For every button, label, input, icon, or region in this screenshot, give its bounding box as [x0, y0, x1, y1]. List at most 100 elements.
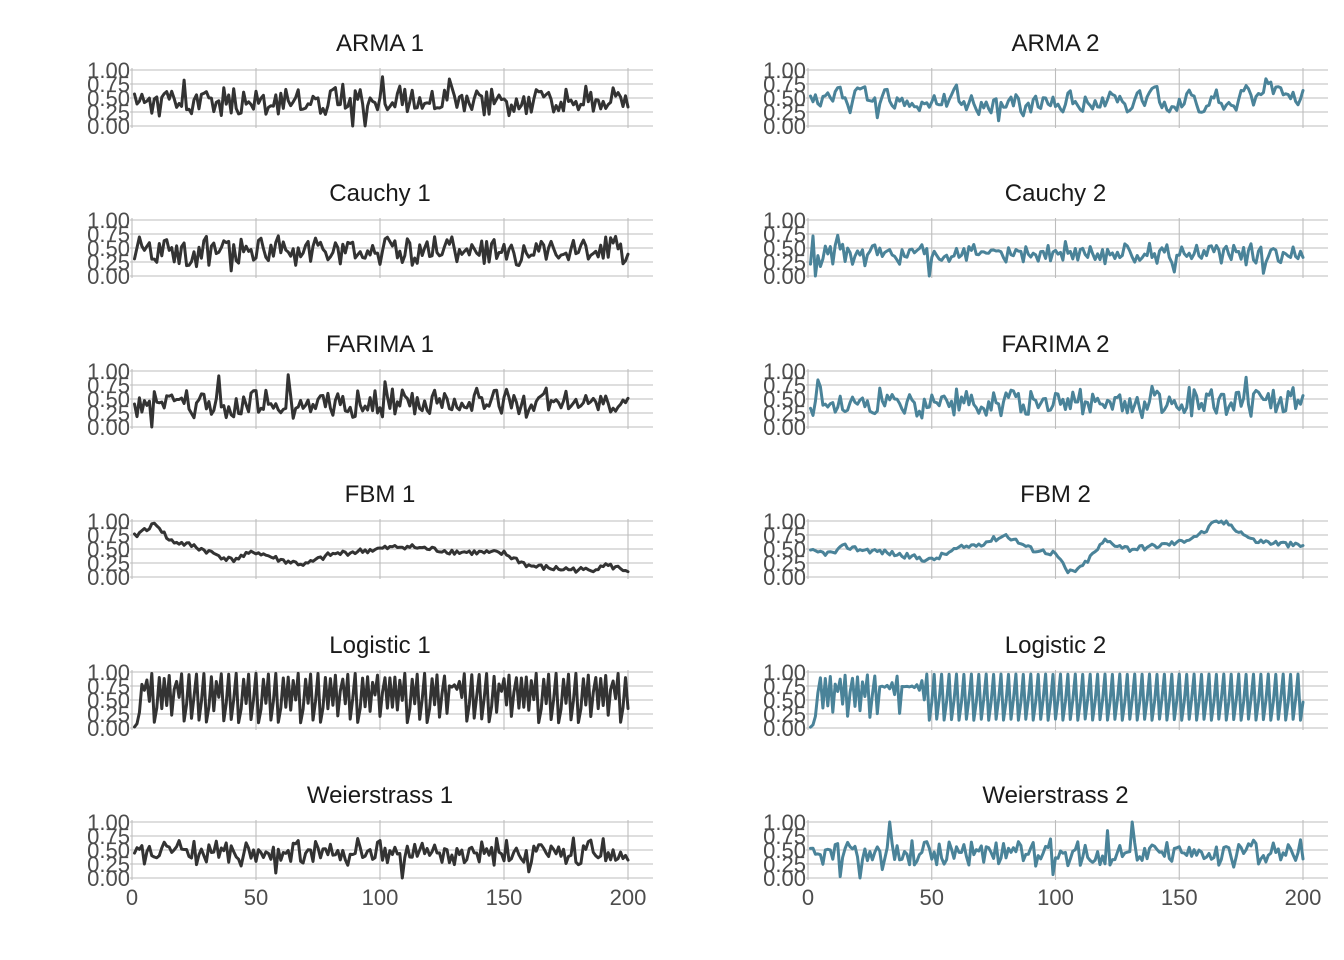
series-line: [133, 521, 630, 574]
y-tick-label: 1.00: [763, 58, 806, 83]
y-tick-label: 0.25: [763, 702, 806, 727]
y-tick-label: 0.75: [87, 824, 130, 849]
chart-panel-7: FBM 1 0.000.250.500.751.00: [87, 481, 653, 590]
chart-panel-5: FARIMA 1 0.000.250.500.751.00: [87, 331, 653, 440]
y-tick-label: 0.50: [763, 688, 806, 713]
y-tick-label: 0.75: [763, 824, 806, 849]
panel-title: FARIMA 1: [326, 331, 434, 358]
panel-title: ARMA 1: [336, 30, 424, 57]
y-tick-label: 0.25: [87, 551, 130, 576]
x-tick-label: 50: [920, 885, 944, 910]
y-tick-label: 0.25: [763, 250, 806, 275]
y-tick-label: 0.50: [87, 838, 130, 863]
y-tick-label: 0.00: [87, 716, 130, 741]
y-tick-label: 0.25: [87, 852, 130, 877]
panel-title: Cauchy 1: [329, 180, 430, 207]
series-line: [809, 672, 1305, 729]
series-line: [809, 77, 1305, 123]
y-tick-label: 0.25: [87, 401, 130, 426]
y-tick-label: 0.75: [763, 373, 806, 398]
y-tick-label: 0.50: [87, 537, 130, 562]
y-tick-label: 1.00: [87, 810, 130, 835]
x-tick-label: 150: [486, 885, 523, 910]
y-tick-label: 0.25: [87, 250, 130, 275]
y-tick-label: 1.00: [763, 359, 806, 384]
panel-title: Weierstrass 2: [982, 782, 1128, 809]
panel-title: FARIMA 2: [1001, 331, 1109, 358]
panel-title: Weierstrass 1: [307, 782, 453, 809]
y-tick-label: 0.75: [763, 523, 806, 548]
series-line: [133, 373, 630, 429]
panel-title: Logistic 2: [1005, 632, 1106, 659]
panel-title: FBM 1: [345, 481, 416, 508]
x-tick-label: 50: [244, 885, 268, 910]
y-tick-label: 0.25: [87, 702, 130, 727]
y-tick-label: 1.00: [87, 58, 130, 83]
y-tick-label: 0.75: [87, 373, 130, 398]
y-tick-label: 1.00: [763, 208, 806, 233]
y-tick-label: 0.25: [763, 551, 806, 576]
chart-panel-2: ARMA 2 0.000.250.500.751.00: [763, 30, 1328, 139]
y-tick-label: 0.00: [763, 114, 806, 139]
series-line: [133, 75, 630, 128]
chart-panel-1: ARMA 1 0.000.250.500.751.00: [87, 30, 653, 139]
x-tick-label: 100: [1037, 885, 1074, 910]
chart-panel-9: Logistic 1 0.000.250.500.751.00: [87, 632, 653, 741]
x-tick-label: 200: [610, 885, 647, 910]
series-line: [133, 671, 630, 729]
y-tick-label: 0.50: [87, 688, 130, 713]
panel-title: Cauchy 2: [1005, 180, 1106, 207]
y-tick-label: 0.25: [763, 401, 806, 426]
series-line: [133, 836, 630, 880]
y-tick-label: 0.25: [763, 100, 806, 125]
y-tick-label: 0.50: [87, 387, 130, 412]
y-tick-label: 0.00: [763, 565, 806, 590]
chart-panel-10: Logistic 2 0.000.250.500.751.00: [763, 632, 1328, 741]
y-tick-label: 0.00: [763, 415, 806, 440]
y-tick-label: 0.75: [763, 674, 806, 699]
x-tick-label: 0: [126, 885, 138, 910]
series-line: [809, 233, 1305, 278]
y-tick-label: 0.50: [87, 236, 130, 261]
series-line: [133, 234, 630, 273]
x-tick-label: 100: [362, 885, 399, 910]
y-tick-label: 1.00: [763, 810, 806, 835]
chart-panel-8: FBM 2 0.000.250.500.751.00: [763, 481, 1328, 590]
series-line: [809, 519, 1305, 575]
chart-panel-4: Cauchy 2 0.000.250.500.751.00: [763, 180, 1328, 289]
y-tick-label: 1.00: [763, 509, 806, 534]
y-tick-label: 0.50: [763, 537, 806, 562]
y-tick-label: 0.75: [763, 222, 806, 247]
y-tick-label: 0.25: [87, 100, 130, 125]
y-tick-label: 0.00: [87, 264, 130, 289]
chart-panel-11: Weierstrass 1 0.000.250.500.751.00 0 50 100 1…: [87, 782, 653, 910]
y-tick-label: 0.00: [763, 264, 806, 289]
y-tick-label: 0.00: [763, 866, 806, 891]
y-tick-label: 1.00: [763, 660, 806, 685]
series-line: [809, 820, 1305, 880]
chart-panel-3: Cauchy 1 0.000.250.500.751.00: [87, 180, 653, 289]
y-tick-label: 0.50: [87, 86, 130, 111]
chart-panel-12: Weierstrass 2 0.000.250.500.751.00 0 50 100 1…: [763, 782, 1328, 910]
y-tick-label: 0.00: [763, 716, 806, 741]
panel-title: FBM 2: [1020, 481, 1091, 508]
series-line: [809, 375, 1305, 420]
y-tick-label: 0.75: [87, 72, 130, 97]
y-tick-label: 0.00: [87, 565, 130, 590]
y-tick-label: 1.00: [87, 509, 130, 534]
panel-title: Logistic 1: [329, 632, 430, 659]
y-tick-label: 0.00: [87, 415, 130, 440]
y-tick-label: 1.00: [87, 359, 130, 384]
y-tick-label: 0.00: [87, 866, 130, 891]
x-tick-label: 200: [1285, 885, 1322, 910]
panel-title: ARMA 2: [1011, 30, 1099, 57]
chart-panel-6: FARIMA 2 0.000.250.500.751.00: [763, 331, 1328, 440]
y-tick-label: 0.75: [87, 674, 130, 699]
y-tick-label: 1.00: [87, 208, 130, 233]
y-tick-label: 0.50: [763, 236, 806, 261]
y-tick-label: 1.00: [87, 660, 130, 685]
y-tick-label: 0.50: [763, 838, 806, 863]
x-tick-label: 0: [802, 885, 814, 910]
y-tick-label: 0.75: [87, 222, 130, 247]
